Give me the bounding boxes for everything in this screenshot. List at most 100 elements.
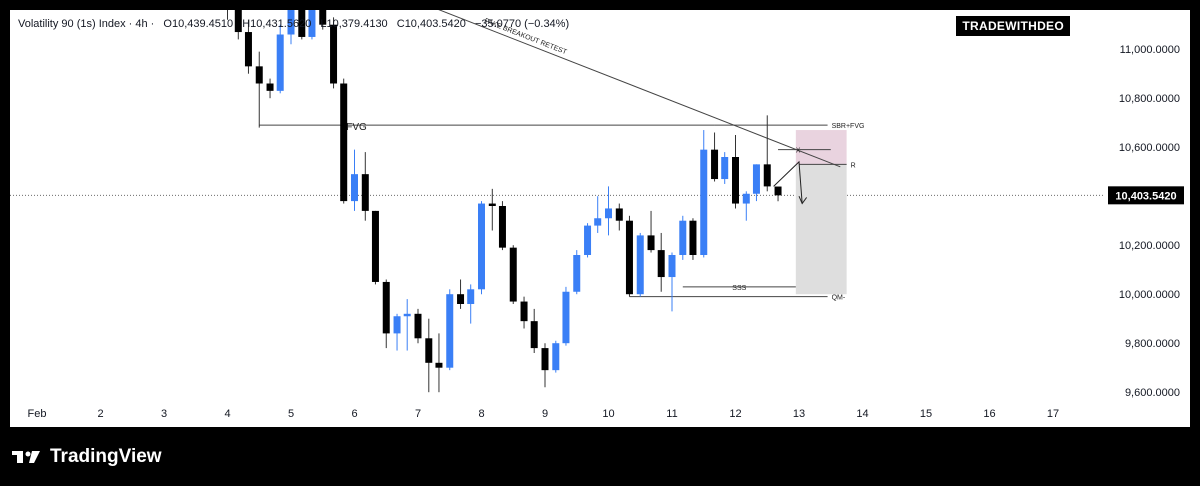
y-tick-label: 9,600.0000	[1125, 387, 1180, 399]
bear-candle	[414, 308, 422, 344]
bull-candle	[552, 340, 560, 373]
bull-candle	[679, 215, 687, 260]
bull-candle	[742, 191, 750, 221]
candle-body	[615, 208, 623, 221]
bull-candle	[668, 252, 676, 312]
candle-body	[361, 174, 369, 211]
candle-body	[752, 164, 760, 194]
x-tick-label: 8	[478, 408, 484, 420]
bear-candle	[530, 308, 538, 353]
x-tick-label: 14	[856, 408, 868, 420]
candle-body	[573, 255, 581, 292]
bear-candle	[657, 232, 665, 292]
candle-body	[520, 301, 528, 322]
candle-body	[636, 235, 644, 295]
candle-body	[276, 34, 284, 91]
footer-bar: TradingView	[10, 427, 1190, 486]
candle-body	[552, 343, 560, 371]
price-axis: 11,000.000010,800.000010,600.000010,400.…	[1108, 44, 1184, 399]
candle-body	[700, 149, 708, 255]
x-tick-label: 13	[793, 408, 805, 420]
y-tick-label: 9,800.0000	[1125, 338, 1180, 350]
candle-body	[255, 66, 263, 84]
level-label: SSS	[732, 285, 746, 292]
candle-body	[488, 203, 496, 206]
candle-body	[457, 294, 465, 304]
last-price-tag	[1108, 186, 1184, 205]
bear-candle	[340, 78, 348, 204]
risk-zone	[795, 130, 847, 165]
level-label: SBR+FVG	[832, 123, 865, 130]
bull-candle	[573, 250, 581, 295]
x-tick-label: 6	[351, 408, 357, 420]
bull-candle	[467, 284, 475, 324]
symbol-name: Volatility 90 (1s) Index · 4h ·	[18, 18, 155, 30]
candle-body	[594, 218, 602, 226]
bear-candle	[435, 333, 443, 393]
candle-body	[625, 220, 633, 295]
bull-candle	[605, 186, 612, 236]
bull-candle	[287, 10, 295, 45]
candle-body	[467, 289, 475, 304]
bull-candle	[276, 24, 284, 94]
candle-body	[403, 313, 411, 317]
low-value: L10,379.4130	[320, 18, 388, 30]
candle-body	[319, 10, 327, 25]
chart-area[interactable]: FAKE BREAKOUT RETEST FVG SBR+FVG R X SSS QM- 1…	[10, 10, 1190, 427]
bear-candle	[732, 134, 739, 209]
high-value: H10,431.5620	[242, 18, 312, 30]
tradingview-logo-text: TradingView	[50, 446, 162, 467]
tradingview-logo[interactable]: TradingView	[12, 446, 162, 468]
candle-body	[679, 220, 687, 255]
level-label: QM-	[832, 295, 846, 302]
bear-candle	[255, 51, 263, 128]
bull-candle	[752, 164, 760, 202]
bull-candle	[446, 289, 454, 371]
bear-candle	[457, 279, 465, 309]
close-value: C10,403.5420	[396, 18, 466, 30]
candle-body	[605, 208, 612, 219]
candle-body	[414, 313, 422, 339]
x-tick-label: 5	[288, 408, 294, 420]
candle-body	[371, 210, 379, 282]
x-tick-label: 9	[542, 408, 548, 420]
bear-candle	[298, 10, 306, 40]
candle-body	[657, 250, 665, 278]
candle-body	[774, 186, 782, 196]
x-tick-label: 17	[1047, 408, 1059, 420]
candle-body	[425, 338, 433, 363]
bear-candle	[234, 10, 242, 40]
candle-body	[435, 362, 443, 368]
x-tick-label: 15	[920, 408, 932, 420]
bear-candle	[382, 279, 390, 349]
bull-candle	[721, 152, 729, 184]
candle-body	[689, 220, 697, 255]
projection-arrow	[773, 160, 803, 204]
x-tick-label: Feb	[28, 408, 47, 420]
candle-body	[763, 164, 771, 187]
y-tick-label: 11,000.0000	[1120, 44, 1180, 56]
bear-candle	[774, 186, 782, 202]
x-tick-label: 3	[161, 408, 167, 420]
candle-body	[584, 225, 592, 255]
bear-candle	[425, 318, 433, 393]
bull-candle	[636, 232, 644, 297]
open-value: O10,439.4510	[163, 18, 234, 30]
arrow-head	[798, 196, 808, 205]
bear-candle	[488, 188, 496, 231]
bull-candle	[393, 313, 401, 351]
x-tick-label: 10	[602, 408, 614, 420]
bear-candle	[615, 203, 623, 231]
trendline	[438, 10, 841, 168]
candle-body	[711, 149, 719, 180]
candle-body	[509, 247, 517, 302]
symbol-legend: Volatility 90 (1s) Index · 4h · O10,439.…	[18, 18, 575, 30]
bear-candle	[361, 152, 369, 221]
x-tick-label: 7	[415, 408, 421, 420]
tradingview-logo-icon	[12, 451, 40, 463]
candle-body	[732, 157, 739, 204]
bear-candle	[647, 210, 655, 253]
candle-body	[382, 281, 390, 334]
bear-candle	[689, 218, 697, 260]
